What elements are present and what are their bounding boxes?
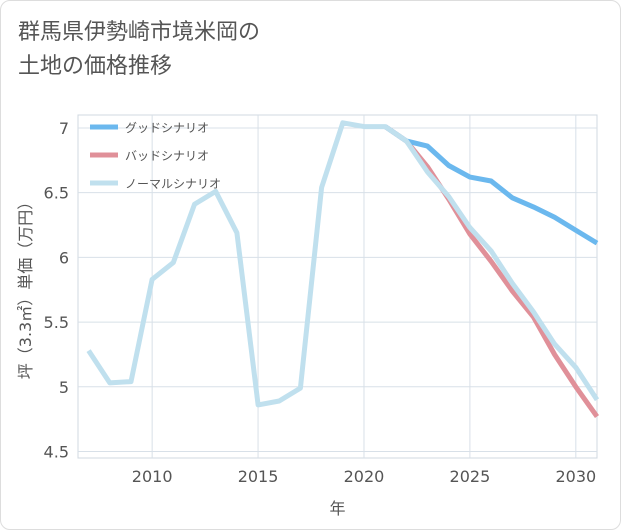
y-tick-label: 5.5 <box>44 313 69 332</box>
y-axis-title: 坪（3.3㎡）単価（万円） <box>16 194 35 379</box>
y-tick-label: 5 <box>59 378 69 397</box>
y-tick-label: 6.5 <box>44 184 69 203</box>
title-line-1: 群馬県伊勢崎市境米岡の <box>18 20 261 45</box>
x-tick-label: 2015 <box>238 467 279 486</box>
x-axis-title: 年 <box>329 499 345 518</box>
x-tick-label: 2025 <box>450 467 491 486</box>
series-line-2 <box>86 120 600 408</box>
series-line-0 <box>383 124 599 246</box>
legend-label: グッドシナリオ <box>125 121 209 135</box>
title-line-2: 土地の価格推移 <box>18 54 173 79</box>
y-tick-label: 4.5 <box>44 443 69 462</box>
page-title: 群馬県伊勢崎市境米岡の 土地の価格推移 <box>18 16 260 84</box>
x-tick-label: 2020 <box>344 467 385 486</box>
plot-area <box>77 114 598 459</box>
legend-label: ノーマルシナリオ <box>125 177 221 191</box>
y-tick-label: 6 <box>59 248 69 267</box>
legend-label: バッドシナリオ <box>125 149 209 163</box>
y-tick-label: 7 <box>59 119 69 138</box>
x-tick-label: 2030 <box>555 467 596 486</box>
x-tick-label: 2010 <box>132 467 173 486</box>
